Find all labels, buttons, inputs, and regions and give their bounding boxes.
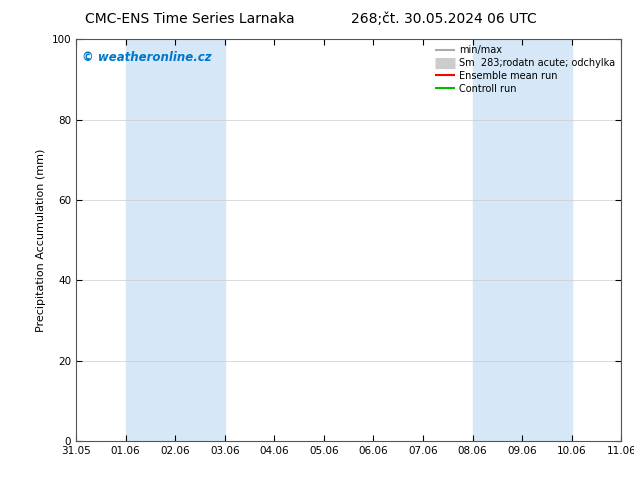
Legend: min/max, Sm  283;rodatn acute; odchylka, Ensemble mean run, Controll run: min/max, Sm 283;rodatn acute; odchylka, … bbox=[431, 41, 619, 98]
Y-axis label: Precipitation Accumulation (mm): Precipitation Accumulation (mm) bbox=[36, 148, 46, 332]
Bar bbox=[126, 39, 225, 441]
Text: CMC-ENS Time Series Larnaka: CMC-ENS Time Series Larnaka bbox=[86, 12, 295, 26]
Text: 268;čt. 30.05.2024 06 UTC: 268;čt. 30.05.2024 06 UTC bbox=[351, 12, 536, 26]
Text: © weatheronline.cz: © weatheronline.cz bbox=[82, 51, 211, 64]
Bar bbox=[472, 39, 572, 441]
Bar bbox=[621, 39, 634, 441]
